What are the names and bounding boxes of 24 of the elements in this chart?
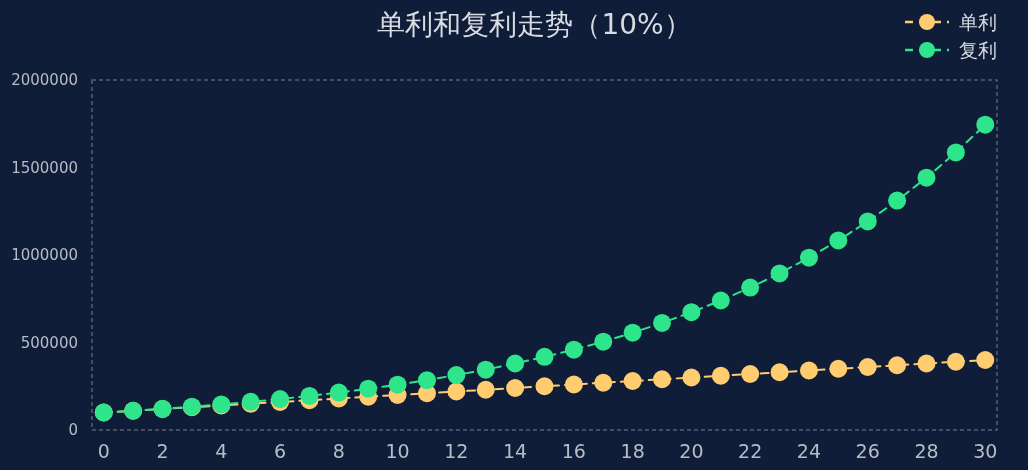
y-tick-label: 0 [68, 421, 78, 439]
x-tick-label: 8 [332, 440, 345, 462]
y-tick-label: 2000000 [11, 71, 78, 89]
x-tick-label: 6 [274, 440, 287, 462]
x-tick-label: 20 [679, 440, 704, 462]
y-tick-label: 1500000 [11, 158, 78, 177]
x-tick-label: 22 [738, 440, 763, 462]
x-tick-label: 18 [620, 440, 645, 462]
legend-label: 复利 [959, 39, 997, 61]
x-tick-label: 2 [156, 440, 169, 462]
chart-title: 单利和复利走势（10%） [377, 8, 692, 41]
x-tick-label: 10 [385, 440, 410, 462]
legend-label: 单利 [959, 11, 997, 33]
x-tick-label: 28 [914, 440, 939, 462]
y-tick-label: 1000000 [11, 246, 78, 264]
y-tick-label: 500000 [20, 333, 78, 352]
x-tick-label: 16 [561, 440, 586, 462]
x-tick-label: 12 [444, 440, 469, 462]
x-tick-label: 26 [855, 440, 880, 462]
x-tick-label: 14 [503, 440, 528, 462]
x-tick-label: 0 [97, 440, 110, 462]
x-tick-label: 24 [796, 440, 822, 462]
x-tick-label: 4 [215, 440, 228, 462]
x-tick-label: 30 [973, 440, 998, 462]
